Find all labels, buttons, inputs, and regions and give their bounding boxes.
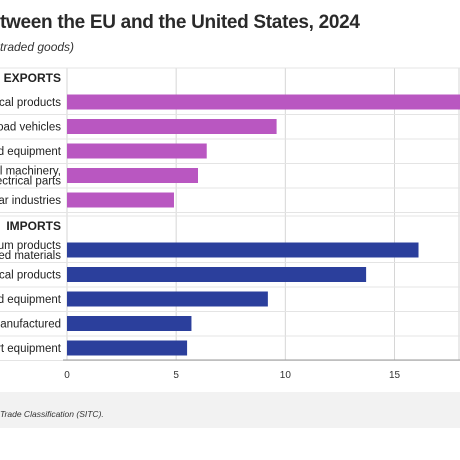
category-label: anufactured — [0, 319, 61, 331]
category-label: al machinery, — [0, 166, 61, 178]
category-label: ical products — [0, 270, 61, 282]
bar-imports-4 — [67, 340, 188, 356]
footer-band — [0, 392, 460, 428]
bar-imports-1 — [67, 267, 367, 282]
category-label: d equipment — [0, 146, 62, 158]
chart-title: tween the EU and the United States, 2024 — [0, 12, 360, 33]
category-label: ted materials — [0, 250, 61, 262]
bar-exports-2 — [67, 143, 207, 159]
x-tick-label-5: 5 — [173, 370, 179, 381]
category-label: ectrical parts — [0, 176, 61, 188]
bar-exports-3 — [67, 168, 198, 183]
x-tick-label-0: 0 — [64, 370, 70, 381]
bar-imports-0 — [67, 242, 419, 258]
group-label-exports: EXPORTS — [4, 71, 61, 85]
bar-imports-3 — [67, 316, 192, 331]
category-label: rt equipment — [0, 343, 62, 355]
category-label: lar industries — [0, 195, 61, 207]
category-label: eum products — [0, 240, 61, 252]
bar-imports-2 — [67, 291, 268, 307]
category-label: ical products — [0, 97, 61, 109]
group-label-imports: IMPORTS — [6, 219, 61, 233]
x-tick-label-10: 10 — [280, 370, 292, 381]
x-tick-label-15: 15 — [389, 370, 401, 381]
chart-subtitle: traded goods) — [0, 40, 75, 54]
bar-exports-1 — [67, 119, 277, 134]
category-label: d equipment — [0, 294, 62, 306]
bar-exports-0 — [67, 94, 460, 110]
source-note: Trade Classification (SITC). — [0, 409, 104, 419]
category-label: Road vehicles — [0, 122, 61, 134]
bar-exports-4 — [67, 192, 174, 208]
